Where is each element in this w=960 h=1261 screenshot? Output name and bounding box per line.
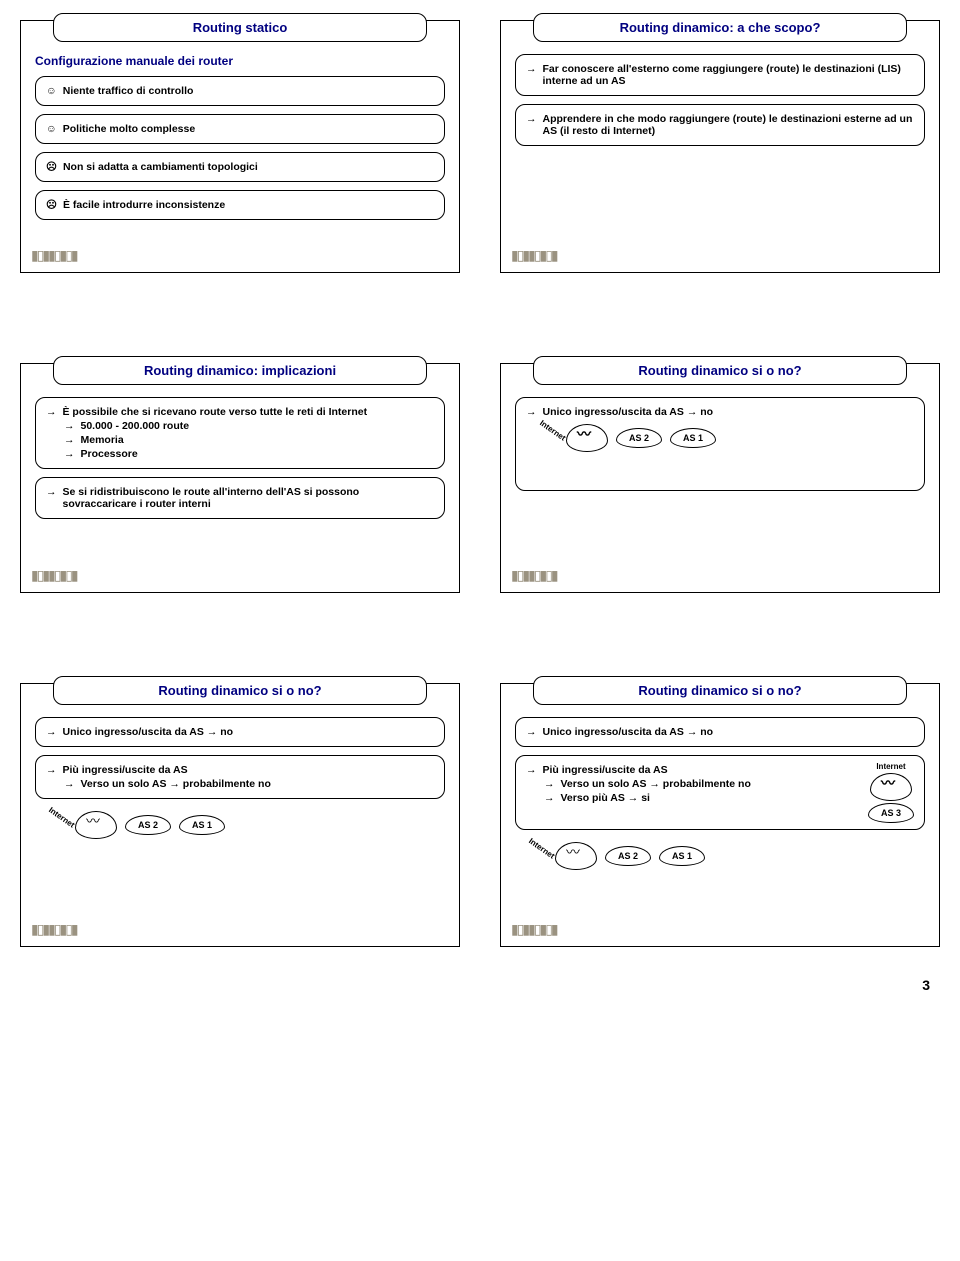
internet-cloud-icon	[870, 773, 912, 801]
slide-title: Routing dinamico si o no?	[533, 676, 907, 705]
as-cloud: AS 2	[125, 815, 171, 835]
arrow-icon: →	[64, 420, 75, 432]
footer-logo: ▮▯▮▮▯▮▯▮	[511, 247, 557, 264]
slide-title: Routing statico	[53, 13, 427, 42]
slide-title: Routing dinamico si o no?	[53, 676, 427, 705]
footer-logo: ▮▯▮▮▯▮▯▮	[511, 567, 557, 584]
arrow-icon: →	[46, 726, 57, 738]
arrow-icon: →	[526, 113, 537, 137]
arrow-icon: →	[46, 486, 57, 510]
page-number: 3	[20, 977, 940, 993]
as-cloud: AS 1	[179, 815, 225, 835]
bullet-text: Unico ingresso/uscita da AS → no	[63, 726, 234, 738]
slide-title: Routing dinamico: implicazioni	[53, 356, 427, 385]
arrow-icon: →	[544, 778, 555, 790]
bullet-text: Se si ridistribuiscono le route all'inte…	[63, 486, 435, 510]
sad-icon: ☹	[46, 199, 57, 211]
arrow-icon: →	[526, 63, 537, 87]
slide-subtitle: Configurazione manuale dei router	[35, 54, 445, 68]
bullet-text: Non si adatta a cambiamenti topologici	[63, 161, 258, 173]
slide-3: Routing dinamico: implicazioni →È possib…	[20, 363, 460, 593]
bullet-text: Verso un solo AS → probabilmente no	[81, 778, 271, 790]
internet-cloud-icon	[555, 842, 597, 870]
internet-label: Internet	[538, 418, 567, 442]
bullet: Internet AS 3 → Più ingressi/uscite da AS…	[515, 755, 925, 830]
bullet-text: Unico ingresso/uscita da AS → no	[543, 726, 714, 738]
slide-2: Routing dinamico: a che scopo? →Far cono…	[500, 20, 940, 273]
internet-label: Internet	[527, 836, 556, 860]
bullet: → Unico ingresso/uscita da AS → no Intern…	[515, 397, 925, 491]
bullet-text: Niente traffico di controllo	[63, 85, 194, 97]
happy-icon: ☺	[46, 123, 57, 135]
footer-logo: ▮▯▮▮▯▮▯▮	[511, 921, 557, 938]
network-diagram: Internet AS 2 AS 1	[35, 811, 445, 871]
internet-label: Internet	[47, 805, 76, 829]
slide-6: Routing dinamico si o no? →Unico ingress…	[500, 683, 940, 947]
slide-grid: Routing statico Configurazione manuale d…	[20, 20, 940, 947]
arrow-icon: →	[544, 792, 555, 804]
bullet-text: È possibile che si ricevano route verso …	[63, 406, 368, 418]
bullet: ☺ Politiche molto complesse	[35, 114, 445, 144]
slide-title: Routing dinamico: a che scopo?	[533, 13, 907, 42]
bullet-text: Più ingressi/uscite da AS	[543, 764, 668, 776]
slide-4: Routing dinamico si o no? →Unico ingress…	[500, 363, 940, 593]
network-diagram: Internet AS 2 AS 1	[526, 424, 914, 484]
bullet-text: Far conoscere all'esterno come raggiunge…	[543, 63, 915, 87]
slide-1: Routing statico Configurazione manuale d…	[20, 20, 460, 273]
arrow-icon: →	[64, 448, 75, 460]
arrow-icon: →	[526, 764, 537, 776]
arrow-icon: →	[46, 764, 57, 776]
network-diagram: Internet AS 2 AS 1	[515, 842, 925, 902]
bullet: ☹ È facile introdurre inconsistenze	[35, 190, 445, 220]
internet-cloud-icon	[566, 424, 608, 452]
internet-label: Internet	[868, 762, 914, 771]
bullet-text: Memoria	[81, 434, 124, 446]
bullet-text: Politiche molto complesse	[63, 123, 195, 135]
slide-title: Routing dinamico si o no?	[533, 356, 907, 385]
bullet-text: Unico ingresso/uscita da AS → no	[543, 406, 714, 418]
as-cloud: AS 2	[616, 428, 662, 448]
bullet: ☺ Niente traffico di controllo	[35, 76, 445, 106]
bullet: → Più ingressi/uscite da AS → Verso un sol…	[35, 755, 445, 799]
arrow-icon: →	[526, 406, 537, 418]
bullet: → Unico ingresso/uscita da AS → no	[515, 717, 925, 747]
arrow-icon: →	[64, 434, 75, 446]
bullet: →Apprendere in che modo raggiungere (rou…	[515, 104, 925, 146]
slide-5: Routing dinamico si o no? →Unico ingress…	[20, 683, 460, 947]
bullet: → È possibile che si ricevano route verso…	[35, 397, 445, 469]
arrow-icon: →	[46, 406, 57, 418]
bullet-text: Apprendere in che modo raggiungere (rout…	[543, 113, 915, 137]
footer-logo: ▮▯▮▮▯▮▯▮	[31, 921, 77, 938]
arrow-icon: →	[526, 726, 537, 738]
bullet-text: È facile introdurre inconsistenze	[63, 199, 225, 211]
bullet: → Unico ingresso/uscita da AS → no	[35, 717, 445, 747]
as-cloud: AS 2	[605, 846, 651, 866]
bullet-text: Più ingressi/uscite da AS	[63, 764, 188, 776]
sad-icon: ☹	[46, 161, 57, 173]
happy-icon: ☺	[46, 85, 57, 97]
bullet-text: 50.000 - 200.000 route	[81, 420, 190, 432]
bullet-text: Verso un solo AS → probabilmente no	[561, 778, 751, 790]
internet-cloud-icon	[75, 811, 117, 839]
bullet: →Se si ridistribuiscono le route all'int…	[35, 477, 445, 519]
footer-logo: ▮▯▮▮▯▮▯▮	[31, 247, 77, 264]
as-cloud: AS 3	[868, 803, 914, 823]
bullet: ☹ Non si adatta a cambiamenti topologici	[35, 152, 445, 182]
footer-logo: ▮▯▮▮▯▮▯▮	[31, 567, 77, 584]
bullet-text: Verso più AS → si	[561, 792, 650, 804]
bullet-text: Processore	[81, 448, 138, 460]
as-cloud: AS 1	[659, 846, 705, 866]
as-cloud: AS 1	[670, 428, 716, 448]
arrow-icon: →	[64, 778, 75, 790]
bullet: →Far conoscere all'esterno come raggiung…	[515, 54, 925, 96]
